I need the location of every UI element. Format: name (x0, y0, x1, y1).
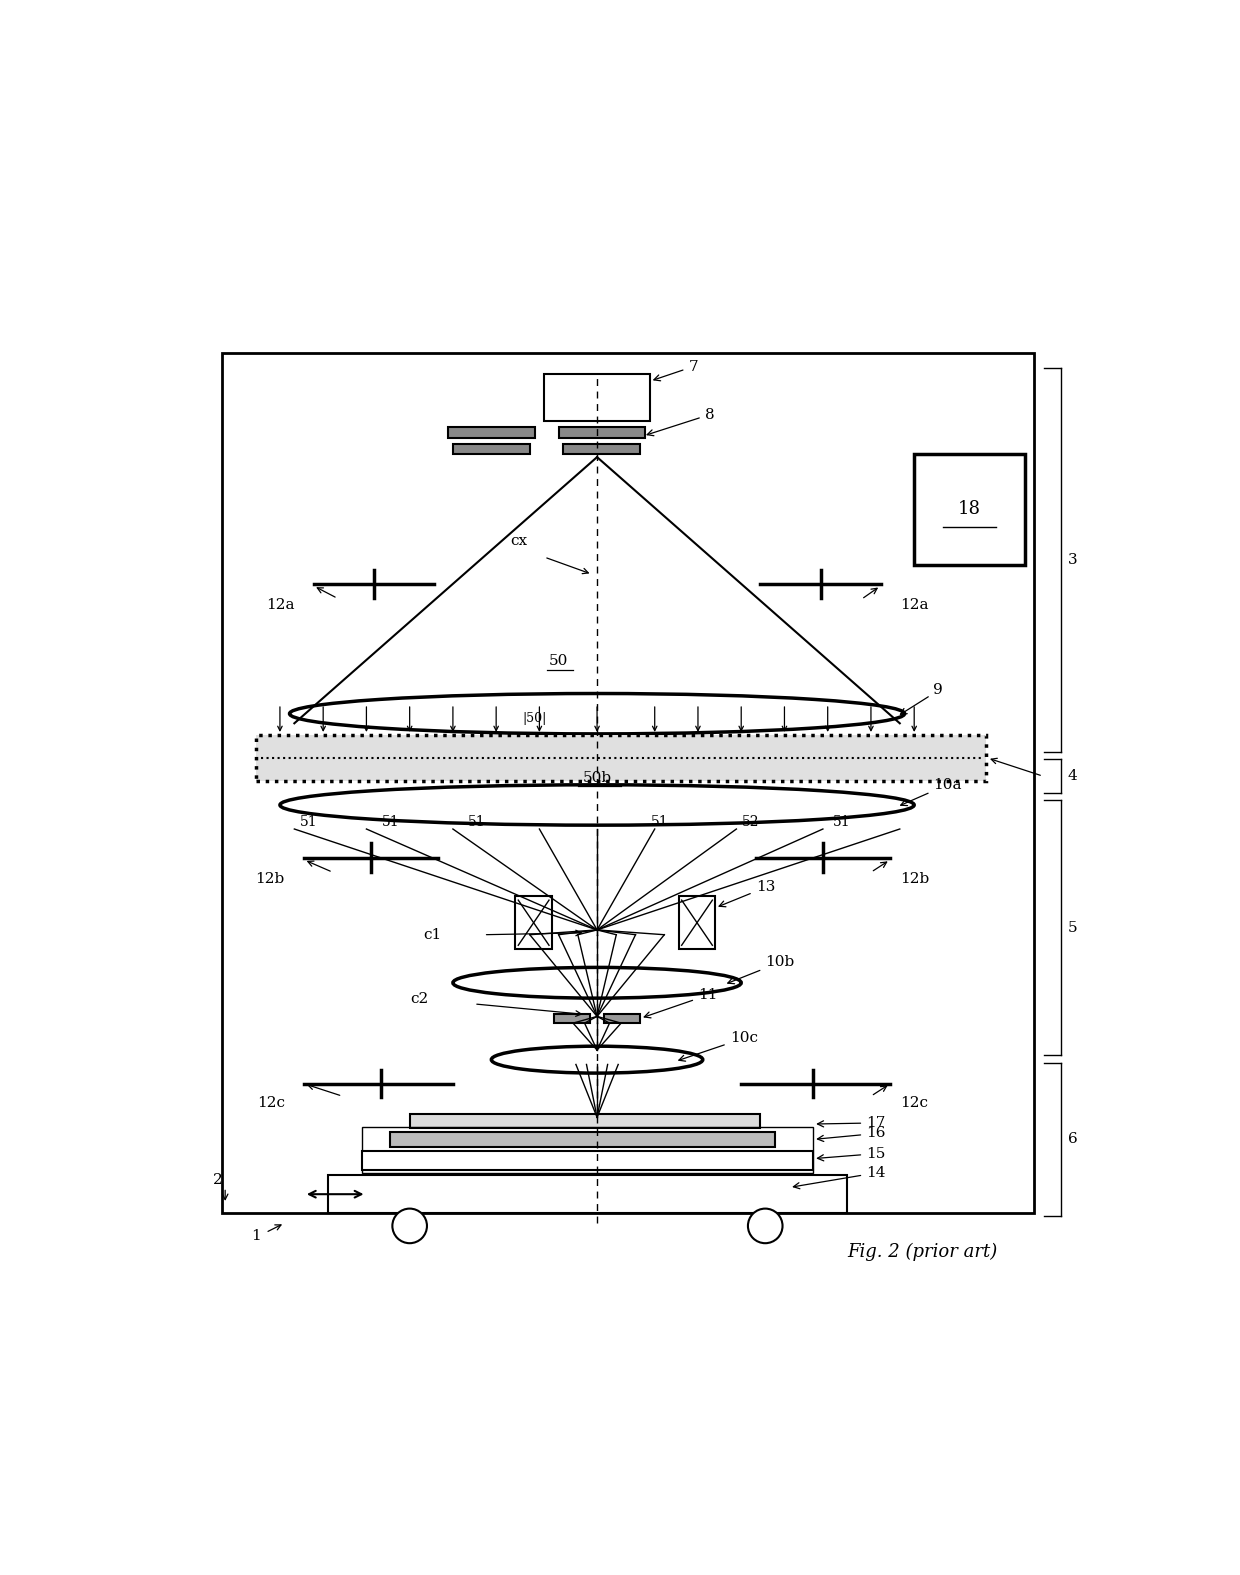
Text: 12c: 12c (900, 1096, 928, 1110)
Text: 7: 7 (653, 359, 698, 381)
Bar (327, 1175, 847, 1213)
Text: 5: 5 (1068, 920, 1078, 934)
Text: 18: 18 (959, 501, 981, 518)
Text: |50|: |50| (522, 712, 547, 724)
Text: 50: 50 (549, 654, 568, 668)
Text: 51: 51 (469, 816, 486, 830)
Text: 10b: 10b (728, 956, 795, 984)
Text: 10a: 10a (900, 778, 962, 805)
Bar (255, 736, 986, 781)
Text: Fig. 2 (prior art): Fig. 2 (prior art) (847, 1243, 997, 1262)
Text: c2: c2 (410, 992, 429, 1006)
Text: 12a: 12a (265, 598, 294, 613)
Bar (558, 427, 645, 438)
Bar (678, 896, 715, 950)
Text: 12b: 12b (900, 873, 929, 887)
Bar (544, 375, 650, 421)
Text: 12c: 12c (257, 1096, 285, 1110)
Bar (563, 444, 640, 454)
Text: 52: 52 (742, 816, 760, 830)
Bar (409, 1115, 760, 1128)
Ellipse shape (453, 967, 742, 999)
Bar (448, 427, 534, 438)
Text: 50b: 50b (583, 772, 611, 784)
Text: 51: 51 (651, 816, 668, 830)
Text: 16: 16 (817, 1126, 885, 1142)
Ellipse shape (491, 1046, 703, 1073)
Text: cx: cx (511, 534, 528, 548)
Bar (255, 736, 986, 781)
Text: 17: 17 (817, 1117, 885, 1129)
Text: 2: 2 (212, 1173, 222, 1188)
Text: 15: 15 (817, 1147, 885, 1161)
Bar (222, 353, 1034, 1213)
Bar (914, 454, 1024, 565)
Text: 8: 8 (647, 408, 714, 436)
Circle shape (748, 1208, 782, 1243)
Text: 51: 51 (833, 816, 851, 830)
Bar (516, 896, 552, 950)
Bar (453, 444, 529, 454)
Text: 12a: 12a (900, 598, 929, 613)
Text: 3: 3 (1068, 553, 1078, 567)
Text: c1: c1 (423, 928, 441, 942)
Text: 11: 11 (645, 988, 718, 1017)
Bar (362, 1128, 813, 1173)
Bar (604, 1014, 640, 1024)
Text: 12b: 12b (255, 873, 285, 887)
Text: 4: 4 (1068, 769, 1078, 783)
Text: 51: 51 (382, 816, 399, 830)
Bar (362, 1151, 813, 1170)
Circle shape (392, 1208, 427, 1243)
Text: 51: 51 (300, 816, 317, 830)
Text: 9: 9 (900, 684, 944, 715)
Text: 1: 1 (250, 1228, 260, 1243)
Bar (391, 1132, 775, 1147)
Ellipse shape (289, 693, 904, 734)
Bar (554, 1014, 590, 1024)
Text: 13: 13 (719, 880, 775, 907)
Text: 6: 6 (1068, 1132, 1078, 1147)
Text: 10c: 10c (678, 1032, 758, 1062)
Text: 14: 14 (794, 1166, 885, 1189)
Ellipse shape (280, 784, 914, 825)
